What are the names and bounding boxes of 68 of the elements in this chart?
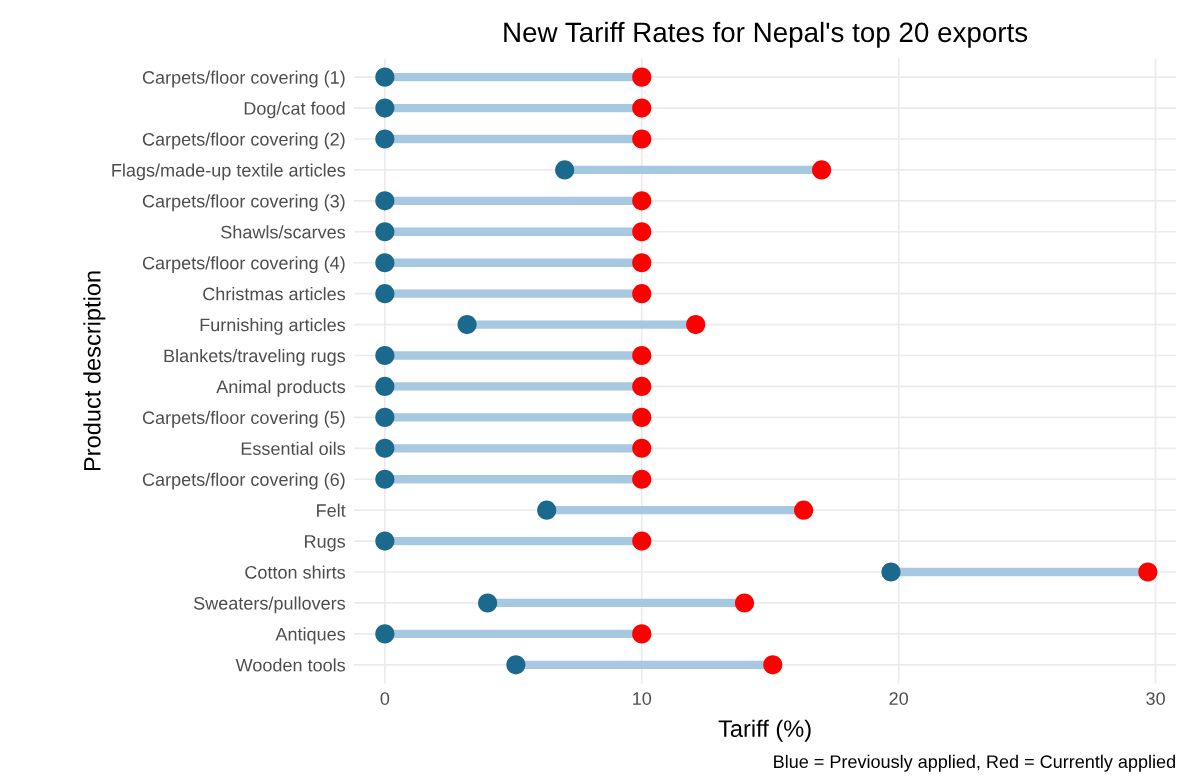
y-tick-label: Carpets/floor covering (5)	[142, 410, 345, 428]
point	[632, 191, 652, 211]
y-tick-label: Cotton shirts	[245, 565, 346, 579]
y-tick-label: Shawls/scarves	[221, 225, 346, 239]
point	[632, 67, 652, 87]
x-tick-label: 0	[380, 692, 390, 705]
point	[375, 284, 395, 304]
point	[555, 160, 575, 180]
point	[375, 222, 395, 242]
point	[763, 655, 783, 675]
y-tick-label: Carpets/floor covering (3)	[142, 194, 345, 212]
point	[632, 624, 652, 644]
point	[632, 129, 652, 149]
point	[375, 129, 395, 149]
y-tick-label: Felt	[317, 503, 346, 517]
point	[812, 160, 832, 180]
point	[794, 500, 814, 520]
point	[375, 531, 395, 551]
point	[632, 222, 652, 242]
y-tick-label: Sweaters/pullovers	[193, 596, 346, 614]
point	[632, 469, 652, 489]
point	[881, 562, 901, 582]
point	[375, 67, 395, 87]
point	[632, 253, 652, 273]
point	[632, 438, 652, 458]
point	[375, 438, 395, 458]
point	[1138, 562, 1158, 582]
point	[375, 624, 395, 644]
point	[457, 315, 477, 335]
x-axis-title: Tariff (%)	[718, 719, 811, 742]
point	[632, 376, 652, 397]
point	[537, 500, 557, 520]
y-tick-label: Dog/cat food	[244, 101, 345, 119]
y-tick-label: Antiques	[275, 627, 346, 645]
point	[632, 98, 652, 118]
text: Blue = Previously applied, Red = Currently applied	[774, 754, 1175, 772]
point	[375, 345, 395, 366]
point	[375, 98, 395, 118]
point	[632, 407, 652, 427]
y-tick-label: Christmas articles	[203, 287, 346, 301]
point	[478, 593, 498, 613]
point	[375, 469, 395, 489]
point	[375, 191, 395, 211]
x-tick-label: 10	[633, 692, 652, 705]
point	[734, 593, 755, 613]
point	[375, 253, 395, 273]
y-axis-title: Product description	[83, 271, 106, 471]
point	[632, 284, 652, 304]
point	[686, 315, 706, 335]
x-tick-label: 30	[1146, 692, 1165, 705]
y-tick-label: Animal products	[216, 379, 346, 397]
point	[375, 407, 395, 427]
y-tick-label: Carpets/floor covering (1)	[142, 70, 345, 88]
point	[632, 345, 652, 366]
y-tick-label: Rugs	[305, 535, 346, 552]
y-tick-label: Blankets/traveling rugs	[164, 348, 346, 366]
y-tick-label: Carpets/floor covering (4)	[142, 256, 345, 274]
chart-title: New Tariff Rates for Nepal's top 20 exports	[504, 21, 1028, 48]
y-tick-label: Essential oils	[241, 441, 346, 456]
y-tick-label: Carpets/floor covering (6)	[142, 472, 345, 490]
y-tick-label: Wooden tools	[235, 658, 346, 672]
y-tick-label: Furnishing articles	[200, 318, 346, 335]
y-tick-label: Carpets/floor covering (2)	[142, 132, 345, 150]
x-tick-label: 20	[889, 692, 908, 705]
point	[506, 655, 526, 675]
y-tick-label: Flags/made-up textile articles	[112, 163, 346, 181]
point	[375, 376, 395, 397]
point	[632, 531, 652, 551]
